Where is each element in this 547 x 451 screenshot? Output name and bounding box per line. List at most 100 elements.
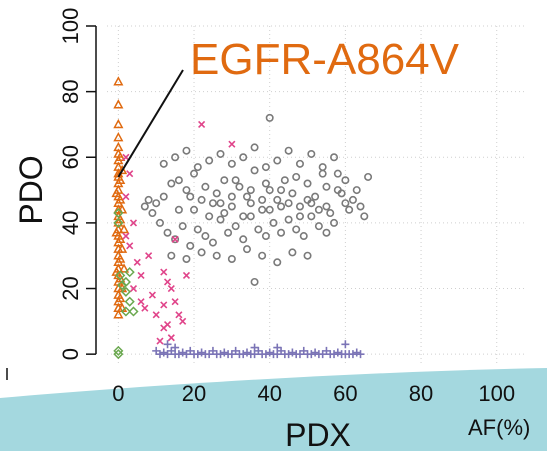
data-point-circle xyxy=(246,199,255,208)
data-point-circle xyxy=(311,192,320,201)
data-point-circle xyxy=(288,248,297,257)
data-point-cross xyxy=(133,258,141,266)
data-point-circle xyxy=(171,235,180,244)
y-tick-label: 40 xyxy=(58,211,83,235)
data-point-cross xyxy=(228,140,236,148)
data-point-triangle xyxy=(115,253,126,263)
x-tick-label: 60 xyxy=(333,381,357,406)
data-point-cross xyxy=(167,334,175,342)
data-point-cross xyxy=(175,311,183,319)
data-point-circle xyxy=(201,232,210,241)
data-point-diamond xyxy=(128,306,139,317)
data-point-circle xyxy=(284,215,293,224)
data-point-circle xyxy=(326,209,335,218)
data-point-triangle xyxy=(115,194,126,204)
data-point-plus xyxy=(311,348,320,357)
data-points xyxy=(111,76,373,360)
x-tick-label: 80 xyxy=(409,381,433,406)
data-point-plus xyxy=(352,348,361,357)
data-point-diamond xyxy=(120,306,131,317)
data-point-diamond xyxy=(120,286,131,297)
data-point-circle xyxy=(231,176,240,185)
data-point-circle xyxy=(174,205,183,214)
x-tick-label: 20 xyxy=(182,381,206,406)
data-point-circle xyxy=(265,113,274,122)
data-point-circle xyxy=(250,143,259,152)
data-point-plus xyxy=(265,348,274,357)
data-point-circle xyxy=(212,251,221,260)
data-point-triangle xyxy=(115,174,126,184)
data-point-circle xyxy=(174,176,183,185)
data-point-circle xyxy=(273,258,282,267)
data-point-circle xyxy=(314,222,323,231)
data-point-circle xyxy=(258,251,267,260)
data-point-circle xyxy=(227,159,236,168)
data-point-circle xyxy=(201,182,210,191)
data-point-circle xyxy=(152,199,161,208)
data-point-circle xyxy=(254,225,263,234)
data-point-cross xyxy=(152,311,160,319)
data-point-circle xyxy=(330,153,339,162)
data-point-cross xyxy=(182,271,191,279)
data-point-circle xyxy=(148,209,157,218)
data-point-circle xyxy=(277,202,286,211)
x-tick-label: 100 xyxy=(478,381,515,406)
data-point-circle xyxy=(155,218,164,227)
data-point-circle xyxy=(261,163,270,172)
data-point-cross xyxy=(129,219,138,227)
data-point-circle xyxy=(216,215,225,224)
x-tick-label: 40 xyxy=(257,381,281,406)
data-point-circle xyxy=(330,218,339,227)
data-point-circle xyxy=(277,186,286,195)
data-point-circle xyxy=(348,195,357,204)
data-point-triangle xyxy=(113,76,124,86)
data-point-cross xyxy=(141,304,149,312)
data-point-plus xyxy=(341,340,350,349)
data-point-diamond xyxy=(124,267,135,278)
data-point-diamond xyxy=(115,270,126,281)
data-point-circle xyxy=(159,159,168,168)
data-point-circle xyxy=(140,202,149,211)
data-point-diamond xyxy=(113,345,124,356)
data-point-cross xyxy=(122,193,130,201)
data-point-cross xyxy=(129,284,138,293)
data-point-triangle xyxy=(113,309,124,319)
data-point-circle xyxy=(360,212,369,221)
data-point-diamond xyxy=(124,296,135,307)
unit-label: AF(%) xyxy=(468,415,530,440)
data-point-plus xyxy=(159,348,168,357)
data-point-circle xyxy=(239,212,248,221)
data-point-circle xyxy=(265,205,274,214)
data-point-circle xyxy=(239,235,248,244)
data-point-triangle xyxy=(115,233,126,244)
annotation-label: EGFR-A864V xyxy=(190,35,460,84)
data-point-plus xyxy=(178,348,187,357)
data-point-circle xyxy=(190,205,199,214)
data-point-circle xyxy=(258,205,267,214)
data-point-circle xyxy=(235,182,244,191)
y-tick-label: 0 xyxy=(58,348,83,360)
data-point-circle xyxy=(159,192,168,201)
data-point-cross xyxy=(179,317,187,325)
y-axis-label: PDO xyxy=(13,155,49,224)
data-point-cross xyxy=(198,120,206,129)
data-point-plus xyxy=(284,350,293,359)
data-point-circle xyxy=(182,146,191,155)
data-point-circle xyxy=(227,202,236,211)
x-tick-label: 0 xyxy=(112,381,124,406)
data-point-circle xyxy=(163,228,172,237)
data-point-cross xyxy=(145,252,153,260)
annotation-leader-line xyxy=(117,69,184,178)
data-point-plus xyxy=(193,350,202,359)
data-point-circle xyxy=(292,172,301,181)
data-point-plus xyxy=(261,350,270,359)
data-point-circle xyxy=(167,179,176,188)
data-point-circle xyxy=(295,159,304,168)
data-point-circle xyxy=(227,192,236,201)
data-point-circle xyxy=(243,192,252,201)
data-point-cross xyxy=(137,298,145,306)
data-point-plus xyxy=(273,343,282,352)
data-point-circle xyxy=(258,195,267,204)
data-point-triangle xyxy=(118,223,130,234)
data-point-circle xyxy=(231,222,240,231)
